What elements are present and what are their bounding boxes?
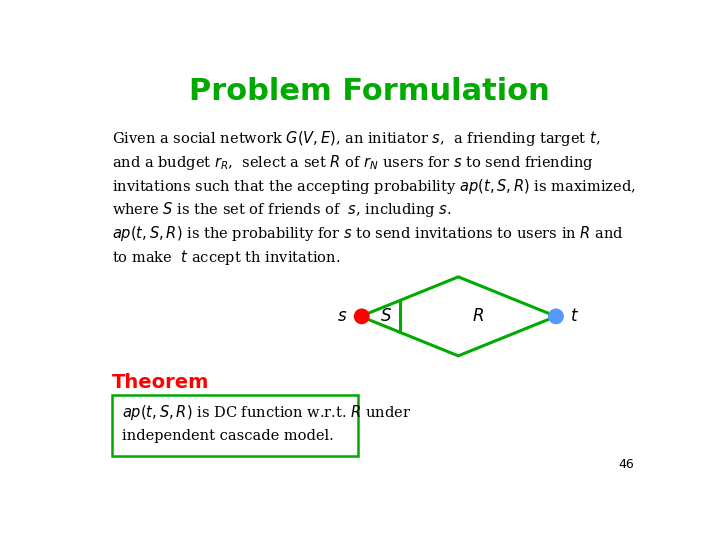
Text: independent cascade model.: independent cascade model.	[122, 429, 334, 443]
Text: $R$: $R$	[472, 308, 484, 325]
Text: $s$: $s$	[338, 308, 348, 325]
Text: Problem Formulation: Problem Formulation	[189, 77, 549, 106]
Text: Theorem: Theorem	[112, 373, 210, 393]
Text: and a budget $r_R$,  select a set $R$ of $r_N$ users for $s$ to send friending: and a budget $r_R$, select a set $R$ of …	[112, 153, 594, 172]
Text: $S$: $S$	[379, 308, 392, 325]
Text: where $S$ is the set of friends of  $s$, including $s$.: where $S$ is the set of friends of $s$, …	[112, 200, 452, 219]
Text: $ap(t, S, R)$ is the probability for $s$ to send invitations to users in $R$ and: $ap(t, S, R)$ is the probability for $s$…	[112, 224, 624, 243]
Ellipse shape	[549, 309, 563, 323]
Ellipse shape	[354, 309, 369, 323]
Text: invitations such that the accepting probability $ap(t, S, R)$ is maximized,: invitations such that the accepting prob…	[112, 177, 636, 195]
Text: $t$: $t$	[570, 308, 579, 325]
Text: $ap(t, S, R)$ is DC function w.r.t. $R$ under: $ap(t, S, R)$ is DC function w.r.t. $R$ …	[122, 403, 412, 422]
Text: to make  $t$ accept th invitation.: to make $t$ accept th invitation.	[112, 248, 341, 267]
Text: Given a social network $G(V, E)$, an initiator $s$,  a friending target $t$,: Given a social network $G(V, E)$, an ini…	[112, 129, 600, 149]
Text: 46: 46	[618, 458, 634, 471]
